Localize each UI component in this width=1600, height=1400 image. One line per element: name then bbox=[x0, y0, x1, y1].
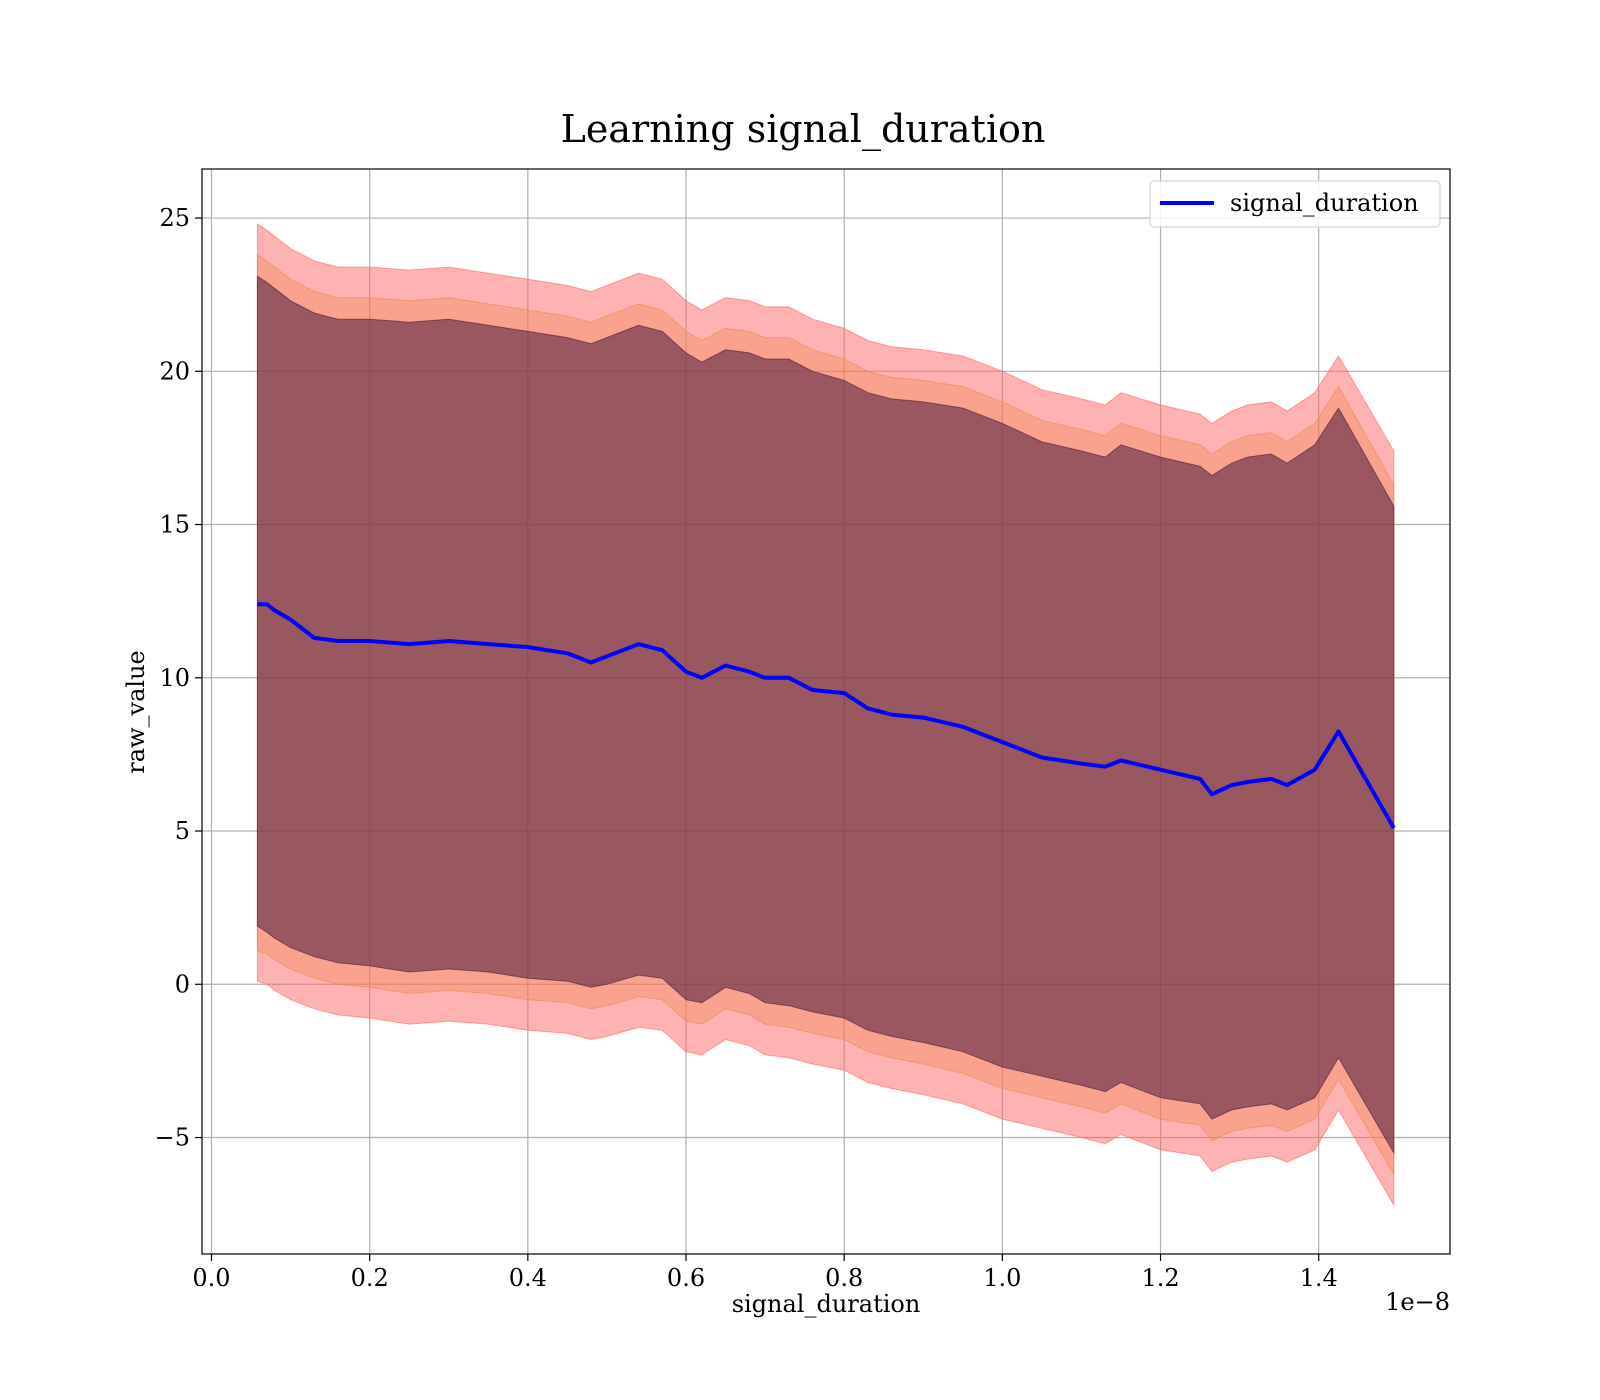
x-tick-label: 1.0 bbox=[983, 1264, 1021, 1292]
x-tick-label: 1.2 bbox=[1141, 1264, 1179, 1292]
confidence-band bbox=[256, 275, 1395, 1155]
y-tick-label: 25 bbox=[159, 204, 190, 232]
x-tick-label: 0.6 bbox=[667, 1264, 705, 1292]
x-tick-label: 0.0 bbox=[192, 1264, 230, 1292]
legend-label: signal_duration bbox=[1230, 189, 1419, 217]
y-tick-label: 10 bbox=[159, 664, 190, 692]
confidence-bands bbox=[256, 223, 1395, 1207]
x-tick-label: 0.2 bbox=[351, 1264, 389, 1292]
series-line bbox=[257, 602, 1396, 829]
y-tick-label: 5 bbox=[175, 817, 190, 845]
y-axis-label: raw_value bbox=[122, 650, 150, 774]
x-axis: 0.0 0.2 0.4 0.6 0.8 1.0 1.2 1.4 bbox=[192, 1254, 1338, 1292]
y-tick-label: 0 bbox=[175, 970, 190, 998]
x-tick-label: 0.4 bbox=[509, 1264, 547, 1292]
x-axis-label: signal_duration bbox=[732, 1290, 921, 1318]
x-offset-label: 1e−8 bbox=[1385, 1288, 1450, 1316]
x-tick-label: 0.8 bbox=[825, 1264, 863, 1292]
legend-box bbox=[1149, 180, 1441, 228]
legend: signal_duration bbox=[1149, 180, 1441, 228]
y-tick-label: 15 bbox=[159, 511, 190, 539]
plot-frame bbox=[201, 168, 1451, 1255]
series-lines bbox=[257, 602, 1396, 829]
y-tick-label: −5 bbox=[155, 1124, 190, 1152]
chart-title: Learning signal_duration bbox=[561, 107, 1046, 152]
x-tick-label: 1.4 bbox=[1300, 1264, 1338, 1292]
y-axis: −5 0 5 10 15 20 25 bbox=[155, 204, 202, 1152]
y-tick-label: 20 bbox=[159, 357, 190, 385]
